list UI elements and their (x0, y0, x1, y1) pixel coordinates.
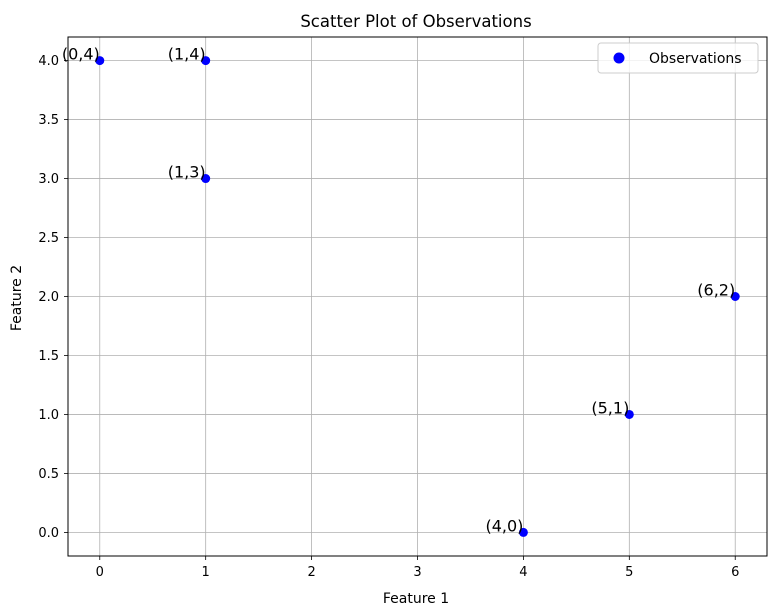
x-tick-label: 5 (625, 565, 633, 580)
data-point (624, 409, 634, 419)
y-tick-label: 1.0 (38, 408, 59, 423)
data-point-label: (6,2) (697, 281, 735, 300)
data-point-label: (5,1) (591, 398, 629, 417)
data-point (201, 56, 211, 66)
data-point-label: (4,0) (485, 516, 523, 535)
axis-ticks: 0 1 2 3 4 5 6 0.0 0.5 1.0 1.5 2.0 2.5 3.0 3.5 4.0 (38, 54, 739, 580)
legend: Observations (597, 42, 759, 74)
y-tick-label: 0.5 (38, 467, 59, 482)
data-point (201, 174, 211, 184)
x-tick-label: 6 (731, 565, 739, 580)
y-tick-label: 2.5 (38, 231, 59, 246)
y-tick-label: 2.0 (38, 290, 59, 305)
chart-title: Scatter Plot of Observations (300, 12, 531, 31)
data-point (518, 527, 528, 537)
y-tick-label: 0.0 (38, 526, 59, 541)
grid (68, 37, 767, 556)
plot-frame (67, 36, 768, 557)
legend-label: Observations (649, 51, 742, 67)
x-tick-label: 1 (202, 565, 210, 580)
y-axis-label: Feature 2 (9, 265, 25, 331)
x-axis-label: Feature 1 (383, 591, 449, 607)
data-point (730, 292, 740, 301)
y-tick-label: 4.0 (38, 54, 59, 69)
data-point-label: (1,3) (168, 163, 206, 182)
data-point-label: (0,4) (62, 45, 100, 64)
x-tick-label: 0 (96, 565, 104, 580)
x-tick-label: 2 (307, 565, 315, 580)
legend-box (597, 42, 759, 74)
data-point-label: (1,4) (168, 45, 206, 64)
y-tick-label: 3.0 (38, 172, 59, 187)
y-tick-label: 3.5 (38, 113, 59, 128)
x-tick-label: 4 (519, 565, 527, 580)
y-tick-label: 1.5 (38, 349, 59, 364)
legend-marker (613, 52, 625, 64)
data-point (95, 56, 105, 66)
data-points: (0,4) (1,4) (1,3) (6,2) (5,1) (4,0) (62, 45, 740, 537)
x-tick-label: 3 (413, 565, 421, 580)
